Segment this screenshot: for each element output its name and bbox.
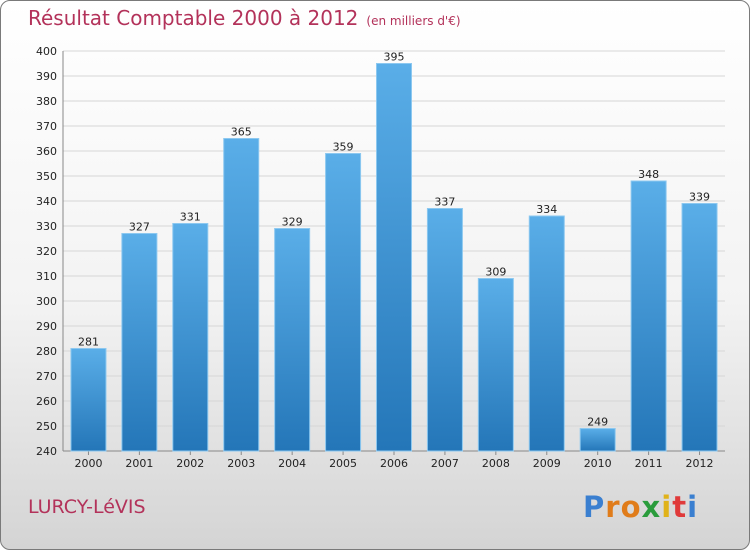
x-tick-label: 2000 (74, 457, 102, 470)
logo-letter: x (641, 490, 662, 524)
logo-letter: t (672, 490, 688, 524)
bar-2003[interactable] (223, 138, 260, 452)
bar-2012[interactable] (681, 203, 718, 452)
data-label-2009: 334 (536, 203, 557, 216)
bar-2002[interactable] (172, 223, 209, 452)
y-tick-label: 330 (36, 220, 57, 233)
data-label-2001: 327 (129, 221, 150, 234)
bar-2010[interactable] (579, 428, 616, 452)
x-tick-label: 2006 (380, 457, 408, 470)
x-tick-label: 2011 (635, 457, 663, 470)
data-label-2010: 249 (587, 416, 608, 429)
data-label-2007: 337 (434, 196, 455, 209)
y-tick-label: 340 (36, 195, 57, 208)
y-tick-label: 380 (36, 95, 57, 108)
x-tick-label: 2010 (584, 457, 612, 470)
x-tick-label: 2004 (278, 457, 306, 470)
logo-letter: i (661, 490, 673, 524)
chart-title: Résultat Comptable 2000 à 2012 (en millie… (28, 6, 461, 30)
bar-2009[interactable] (528, 215, 565, 452)
y-tick-label: 280 (36, 345, 57, 358)
bar-2007[interactable] (426, 208, 463, 452)
bar-2000[interactable] (70, 348, 107, 452)
y-tick-label: 290 (36, 320, 57, 333)
x-tick-label: 2002 (176, 457, 204, 470)
x-tick-label: 2005 (329, 457, 357, 470)
x-tick-label: 2009 (533, 457, 561, 470)
x-tick-label: 2003 (227, 457, 255, 470)
logo-letter: i (687, 490, 699, 524)
bar-2005[interactable] (325, 153, 362, 452)
x-tick-label: 2001 (125, 457, 153, 470)
y-tick-label: 400 (36, 45, 57, 58)
y-tick-label: 350 (36, 170, 57, 183)
bar-2001[interactable] (121, 233, 158, 452)
proxiti-logo[interactable]: Proxiti (583, 490, 698, 524)
x-tick-label: 2007 (431, 457, 459, 470)
bar-2006[interactable] (376, 63, 412, 452)
data-label-2006: 395 (384, 51, 405, 64)
data-label-2012: 339 (689, 191, 710, 204)
x-tick-label: 2008 (482, 457, 510, 470)
y-tick-label: 270 (36, 370, 57, 383)
data-label-2000: 281 (78, 336, 99, 349)
y-tick-label: 260 (36, 395, 57, 408)
bar-2011[interactable] (630, 180, 667, 452)
data-label-2004: 329 (282, 216, 303, 229)
location-name: LURCY-LéVIS (28, 496, 146, 518)
y-tick-label: 250 (36, 420, 57, 433)
data-label-2008: 309 (485, 266, 506, 279)
data-label-2002: 331 (180, 211, 201, 224)
y-tick-label: 320 (36, 245, 57, 258)
bars (70, 63, 718, 452)
y-tick-label: 240 (36, 445, 57, 458)
bar-2008[interactable] (477, 278, 514, 452)
y-tick-label: 310 (36, 270, 57, 283)
y-tick-label: 390 (36, 70, 57, 83)
unit-label: (en milliers d'€) (366, 14, 461, 28)
data-label-2005: 359 (333, 141, 354, 154)
bar-2004[interactable] (274, 228, 311, 452)
logo-letter: P (583, 490, 606, 524)
labels: 240 250 260 270 280 290 300 310 320 330 340 350 360 3… (36, 45, 714, 470)
y-tick-label: 360 (36, 145, 57, 158)
y-tick-label: 370 (36, 120, 57, 133)
y-tick-label: 300 (36, 295, 57, 308)
data-label-2003: 365 (231, 126, 252, 139)
logo-letter: o (620, 490, 642, 524)
x-tick-label: 2012 (686, 457, 714, 470)
logo-letter: r (605, 490, 621, 524)
data-label-2011: 348 (638, 168, 659, 181)
